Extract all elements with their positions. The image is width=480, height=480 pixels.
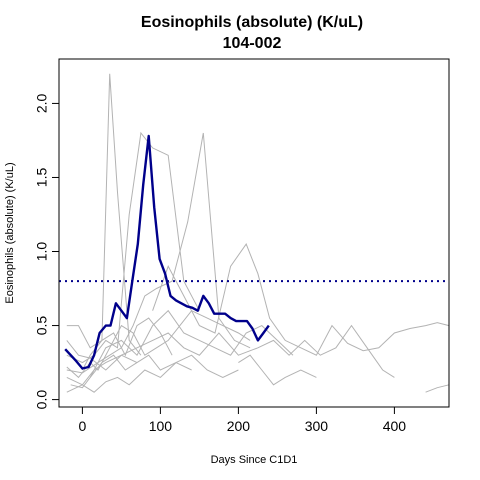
y-tick-label: 0.5 <box>34 316 50 336</box>
background-series-line <box>425 384 450 393</box>
x-tick-label: 400 <box>383 418 407 434</box>
background-series-line <box>238 354 317 386</box>
highlight-series-line <box>64 134 270 370</box>
x-axis-label: Days Since C1D1 <box>211 454 298 466</box>
x-tick-label: 0 <box>79 418 87 434</box>
y-tick-label: 0.0 <box>34 390 50 410</box>
plot-frame <box>58 58 450 408</box>
y-tick-label: 2.0 <box>34 93 50 113</box>
axis-layer: 0 100 200 300 400 0.0 0.5 1.0 1.5 2.0 <box>34 93 407 434</box>
chart-title: Eosinophils (absolute) (K/uL) <box>141 14 363 31</box>
x-tick-label: 300 <box>305 418 329 434</box>
background-series-line <box>70 354 239 389</box>
background-series-line <box>89 309 294 378</box>
x-tick-label: 200 <box>227 418 251 434</box>
series-layer <box>64 73 450 393</box>
background-series-line <box>66 362 192 393</box>
y-axis-label: Eosinophils (absolute) (K/uL) <box>4 162 16 303</box>
background-series-line <box>66 310 251 379</box>
x-tick-label: 100 <box>149 418 173 434</box>
chart-subtitle: 104-002 <box>223 35 282 52</box>
background-series-line <box>66 324 395 386</box>
background-series-line <box>66 73 142 356</box>
y-tick-label: 1.0 <box>34 242 50 262</box>
background-series-line <box>66 131 200 364</box>
background-series-line <box>66 132 251 374</box>
background-series-line <box>66 340 138 371</box>
background-series-line <box>152 243 450 356</box>
y-tick-label: 1.5 <box>34 168 50 188</box>
